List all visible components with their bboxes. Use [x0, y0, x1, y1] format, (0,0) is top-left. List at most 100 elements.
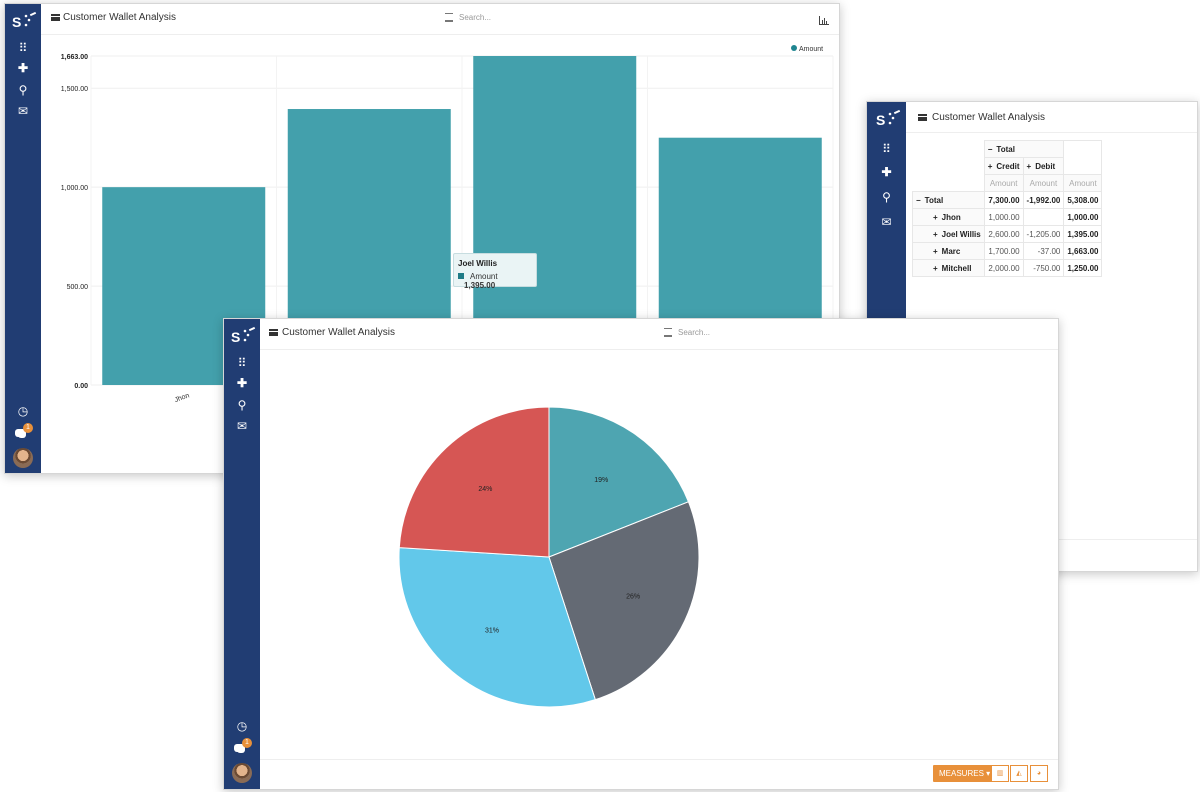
pie-chart: 19% 26% 31% 24% [398, 406, 700, 708]
tooltip-value: 1,395.00 [464, 281, 496, 290]
legend-marker [791, 45, 797, 51]
pie-slice[interactable] [548, 406, 690, 558]
user-avatar[interactable] [13, 448, 33, 468]
mail-icon[interactable]: ✉ [236, 419, 248, 433]
search-bar-icon [445, 13, 453, 23]
row-header[interactable]: + Marc [912, 242, 985, 260]
app-logo[interactable]: S [228, 325, 256, 347]
cell-credit[interactable]: 1,000.00 [983, 208, 1024, 226]
sidebar: S ⠿ ✚ ⚲ ✉ ◷ 1 [5, 4, 41, 473]
cell-debit[interactable] [1022, 208, 1065, 226]
top-bar: Customer Wallet Analysis Search... [41, 4, 839, 35]
measures-button[interactable]: MEASURES ▾ [933, 765, 997, 782]
y-tick-label: 1,000.00 [61, 185, 88, 192]
pie-slice[interactable] [398, 406, 550, 558]
tooltip-measure: Amount [470, 272, 498, 281]
pie-slice[interactable] [548, 501, 700, 701]
col-header-credit[interactable]: + Credit [983, 157, 1024, 175]
chat-icon[interactable]: 1 [15, 423, 35, 441]
search-icon[interactable]: ⚲ [882, 190, 891, 204]
add-icon[interactable]: ✚ [236, 376, 248, 390]
apps-grid-icon[interactable]: ⠿ [237, 356, 247, 370]
table-row: − Total 7,300.00 -1,992.00 5,308.00 [912, 191, 1103, 209]
cell-credit[interactable]: 2,000.00 [983, 259, 1024, 277]
cell-debit[interactable]: -1,992.00 [1022, 191, 1065, 209]
cell-credit[interactable]: 2,600.00 [983, 225, 1024, 243]
row-header[interactable]: + Joel Willis [912, 225, 985, 243]
cell-debit[interactable]: -1,205.00 [1022, 225, 1065, 243]
row-header[interactable]: + Mitchell [912, 259, 985, 277]
menu-icon[interactable] [51, 14, 60, 21]
bar-chart-window: S ⠿ ✚ ⚲ ✉ ◷ 1 Customer Wallet Analysis S… [4, 3, 840, 474]
line-chart-mode-button[interactable]: ◭ [1010, 765, 1028, 782]
pie-chart-mode-button[interactable]: ◕ [1030, 765, 1048, 782]
mail-icon[interactable]: ✉ [881, 215, 892, 229]
tooltip-swatch [458, 273, 464, 279]
menu-icon[interactable] [918, 114, 927, 121]
cell-debit[interactable]: -750.00 [1022, 259, 1065, 277]
svg-text:S: S [231, 329, 240, 345]
top-bar: Customer Wallet Analysis Search... [260, 319, 1058, 350]
menu-icon[interactable] [269, 329, 278, 336]
svg-text:S: S [12, 14, 21, 30]
col-header-debit[interactable]: + Debit [1022, 157, 1065, 175]
search-icon[interactable]: ⚲ [18, 83, 28, 97]
y-tick-label: 1,663.00 [61, 54, 88, 61]
chat-icon[interactable]: 1 [234, 738, 254, 756]
cell-credit[interactable]: 7,300.00 [983, 191, 1024, 209]
x-tick-label: Jhon [174, 392, 191, 404]
measure-header[interactable]: Amount [983, 174, 1024, 192]
pie-slice-label: 24% [478, 486, 492, 493]
search-icon[interactable]: ⚲ [237, 398, 247, 412]
table-row: + Marc 1,700.00 -37.00 1,663.00 [912, 242, 1103, 260]
page-title: Customer Wallet Analysis [63, 12, 176, 23]
clock-icon[interactable]: ◷ [236, 719, 248, 733]
y-tick-label: 1,500.00 [61, 86, 88, 93]
cell-total[interactable]: 1,395.00 [1063, 225, 1103, 243]
footer-divider [260, 759, 1058, 760]
clock-icon[interactable]: ◷ [17, 404, 29, 418]
cell-total[interactable]: 5,308.00 [1063, 191, 1103, 209]
mail-icon[interactable]: ✉ [17, 104, 29, 118]
cell-total[interactable]: 1,663.00 [1063, 242, 1103, 260]
legend-label[interactable]: Amount [799, 46, 823, 53]
pie-slice[interactable] [398, 547, 596, 708]
table-row: + Mitchell 2,000.00 -750.00 1,250.00 [912, 259, 1103, 277]
app-logo[interactable]: S [873, 108, 901, 130]
app-logo[interactable]: S [9, 10, 37, 32]
bar-chart-mode-button[interactable]: ▥ [991, 765, 1009, 782]
measure-header[interactable]: Amount [1022, 174, 1065, 192]
tooltip-name: Joel Willis [458, 259, 498, 268]
apps-grid-icon[interactable]: ⠿ [882, 142, 891, 156]
col-header-total[interactable]: − Total [983, 140, 1065, 158]
row-header-total[interactable]: − Total [912, 191, 985, 209]
pie-slice-label: 26% [626, 594, 640, 601]
add-icon[interactable]: ✚ [17, 61, 29, 75]
add-icon[interactable]: ✚ [881, 165, 892, 179]
row-header[interactable]: + Jhon [912, 208, 985, 226]
apps-grid-icon[interactable]: ⠿ [18, 41, 28, 55]
search-input[interactable]: Search... [664, 328, 710, 338]
sidebar: S ⠿ ✚ ⚲ ✉ ◷ 1 [224, 319, 260, 789]
y-tick-label: 500.00 [67, 284, 89, 291]
page-title: Customer Wallet Analysis [282, 327, 395, 338]
notification-badge: 1 [23, 423, 33, 433]
top-bar: Customer Wallet Analysis [906, 102, 1197, 133]
svg-text:S: S [876, 112, 885, 128]
user-avatar[interactable] [232, 763, 252, 783]
pivot-table: − Total + Credit + Debit Amount Amount Amou… [912, 140, 1103, 277]
bar-chart-icon[interactable] [819, 16, 829, 25]
search-bar-icon [664, 328, 672, 338]
cell-total[interactable]: 1,250.00 [1063, 259, 1103, 277]
cell-credit[interactable]: 1,700.00 [983, 242, 1024, 260]
table-row: + Joel Willis 2,600.00 -1,205.00 1,395.00 [912, 225, 1103, 243]
cell-debit[interactable]: -37.00 [1022, 242, 1065, 260]
table-row: + Jhon 1,000.00 1,000.00 [912, 208, 1103, 226]
cell-total[interactable]: 1,000.00 [1063, 208, 1103, 226]
search-input[interactable]: Search... [445, 13, 491, 23]
y-tick-label: 0.00 [74, 383, 88, 390]
measure-header[interactable]: Amount [1063, 174, 1103, 192]
pie-slice-label: 31% [485, 627, 499, 634]
page-title: Customer Wallet Analysis [932, 112, 1045, 123]
chart-tooltip: Joel Willis Amount 1,395.00 [453, 253, 537, 290]
